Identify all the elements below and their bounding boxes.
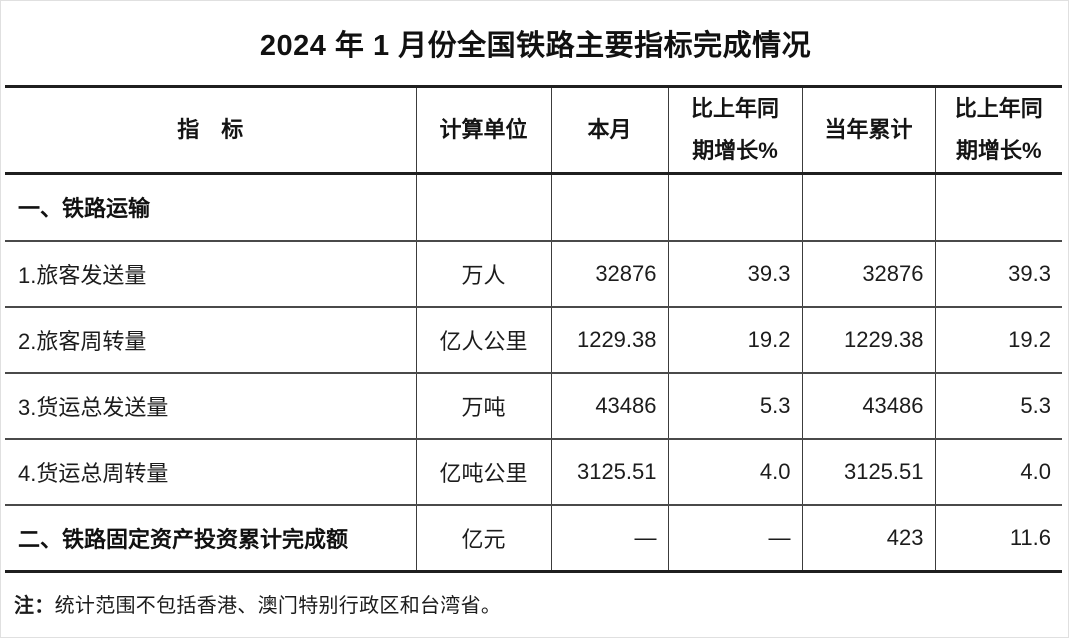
col-header-unit: 计算单位 <box>415 86 551 175</box>
cell-ytd-value <box>801 173 935 241</box>
cell-month-value <box>550 173 668 241</box>
table-row-passenger-turnover: 2.旅客周转量 亿人公里 1229.38 19.2 1229.38 19.2 <box>5 305 1062 373</box>
cell-month-value: 1229.38 <box>550 305 668 373</box>
col-header-ytd-growth: 比上年同 期增长% <box>934 86 1062 175</box>
cell-month-value: 32876 <box>550 239 668 307</box>
cell-ytd-value: 423 <box>801 503 935 572</box>
col-header-ytd: 当年累计 <box>801 86 935 175</box>
page-title: 2024 年 1 月份全国铁路主要指标完成情况 <box>259 30 812 62</box>
cell-month-value: — <box>550 503 668 572</box>
cell-ytd-growth: 5.3 <box>934 371 1062 439</box>
cell-month-value: 3125.51 <box>550 437 668 505</box>
footnote-prefix: 注： <box>14 595 55 617</box>
cell-ytd-value: 3125.51 <box>801 437 935 505</box>
cell-month-growth: — <box>667 503 802 572</box>
col-header-indicator: 指 标 <box>5 86 416 175</box>
cell-ytd-growth: 19.2 <box>934 305 1062 373</box>
cell-month-growth: 5.3 <box>667 371 802 439</box>
cell-indicator: 一、铁路运输 <box>18 196 151 222</box>
cell-month-growth: 4.0 <box>667 437 802 505</box>
cell-ytd-growth: 11.6 <box>934 503 1062 572</box>
table-row-freight-turnover: 4.货运总周转量 亿吨公里 3125.51 4.0 3125.51 4.0 <box>5 437 1062 505</box>
cell-indicator: 二、铁路固定资产投资累计完成额 <box>5 503 416 572</box>
cell-ytd-value: 32876 <box>801 239 935 307</box>
cell-month-growth <box>667 173 802 241</box>
table-row-passenger-volume: 1.旅客发送量 万人 32876 39.3 32876 39.3 <box>5 239 1062 307</box>
table-row-section-rail-transport: 一、铁路运输 <box>5 173 1062 241</box>
cell-ytd-value: 1229.38 <box>801 305 935 373</box>
cell-ytd-growth <box>934 173 1062 241</box>
cell-month-growth: 19.2 <box>667 305 802 373</box>
cell-indicator: 2.旅客周转量 <box>5 305 416 373</box>
cell-ytd-growth: 4.0 <box>934 437 1062 505</box>
table-header: 指 标 计算单位 本月 比上年同 期增长% 当年累计 比上年同 期增长% <box>5 86 1062 175</box>
cell-unit: 亿吨公里 <box>415 437 551 505</box>
cell-unit: 万吨 <box>415 371 551 439</box>
cell-ytd-value: 43486 <box>801 371 935 439</box>
cell-ytd-growth: 39.3 <box>934 239 1062 307</box>
cell-unit: 亿人公里 <box>415 305 551 373</box>
cell-indicator: 3.货运总发送量 <box>5 371 416 439</box>
table-row-fixed-asset-investment: 二、铁路固定资产投资累计完成额 亿元 — — 423 11.6 <box>5 503 1062 572</box>
footnote: 注：统计范围不包括香港、澳门特别行政区和台湾省。 <box>14 589 501 618</box>
cell-unit <box>415 173 551 241</box>
col-header-month-growth: 比上年同 期增长% <box>667 86 802 175</box>
cell-unit: 亿元 <box>415 503 551 572</box>
indicators-table: 指 标 计算单位 本月 比上年同 期增长% 当年累计 比上年同 期增长% 一、铁… <box>5 85 1062 573</box>
col-header-current-month: 本月 <box>550 86 668 175</box>
cell-indicator: 4.货运总周转量 <box>5 437 416 505</box>
cell-indicator: 1.旅客发送量 <box>5 239 416 307</box>
table-row-freight-volume: 3.货运总发送量 万吨 43486 5.3 43486 5.3 <box>5 371 1062 439</box>
table-body: 一、铁路运输 1.旅客发送量 万人 32876 39.3 32876 39.3 … <box>5 173 1062 572</box>
footnote-text: 统计范围不包括香港、澳门特别行政区和台湾省。 <box>54 595 502 617</box>
header-row: 指 标 计算单位 本月 比上年同 期增长% 当年累计 比上年同 期增长% <box>5 86 1062 175</box>
cell-month-value: 43486 <box>550 371 668 439</box>
cell-month-growth: 39.3 <box>667 239 802 307</box>
cell-unit: 万人 <box>415 239 551 307</box>
